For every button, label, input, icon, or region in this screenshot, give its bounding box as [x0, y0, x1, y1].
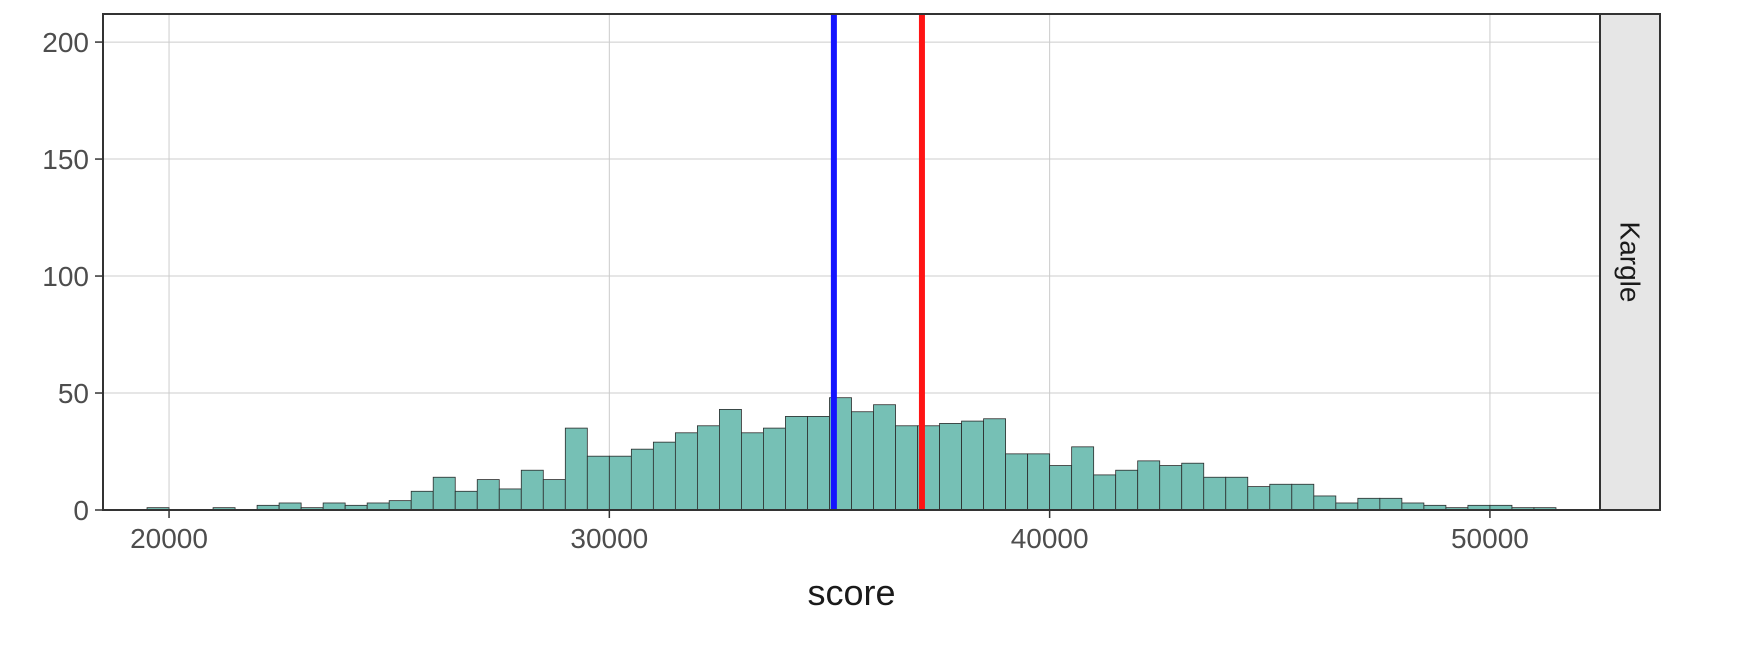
histogram-bar — [1160, 466, 1182, 510]
histogram-bar — [1402, 503, 1424, 510]
histogram-bar — [477, 480, 499, 510]
facet-label: Kargle — [1615, 222, 1646, 303]
histogram-bar — [984, 419, 1006, 510]
histogram-bar — [1248, 487, 1270, 510]
histogram-bar — [1292, 484, 1314, 510]
histogram-bar — [874, 405, 896, 510]
histogram-bar — [543, 480, 565, 510]
histogram-bar — [1050, 466, 1072, 510]
histogram-bar — [1270, 484, 1292, 510]
histogram-bar — [1072, 447, 1094, 510]
histogram-bar — [631, 449, 653, 510]
x-axis-label: score — [807, 572, 895, 613]
histogram-bar — [521, 470, 543, 510]
histogram-bar — [433, 477, 455, 510]
histogram-bar — [455, 491, 477, 510]
histogram-bar — [1006, 454, 1028, 510]
histogram-bar — [1336, 503, 1358, 510]
histogram-bar — [741, 433, 763, 510]
histogram-bar — [1380, 498, 1402, 510]
histogram-bar — [697, 426, 719, 510]
histogram-bar — [323, 503, 345, 510]
histogram-bar — [719, 409, 741, 510]
histogram-bar — [279, 503, 301, 510]
histogram-bar — [896, 426, 918, 510]
histogram-bar — [653, 442, 675, 510]
histogram-bar — [763, 428, 785, 510]
histogram-bar — [1138, 461, 1160, 510]
x-tick-label: 40000 — [1011, 523, 1089, 554]
histogram-bar — [1182, 463, 1204, 510]
y-tick-label: 0 — [73, 495, 89, 526]
histogram-bar — [499, 489, 521, 510]
histogram-bar — [1226, 477, 1248, 510]
histogram-bar — [1358, 498, 1380, 510]
histogram-bar — [785, 416, 807, 510]
histogram-bar — [609, 456, 631, 510]
histogram-bar — [1028, 454, 1050, 510]
histogram-bar — [852, 412, 874, 510]
histogram-bar — [389, 501, 411, 510]
x-tick-label: 20000 — [130, 523, 208, 554]
histogram-bar — [1314, 496, 1336, 510]
histogram-bar — [367, 503, 389, 510]
y-tick-label: 150 — [42, 144, 89, 175]
x-tick-label: 30000 — [570, 523, 648, 554]
histogram-bar — [587, 456, 609, 510]
histogram-bar — [962, 421, 984, 510]
histogram-bar — [675, 433, 697, 510]
histogram-chart: Kargle 20000 30000 40000 50000 0 50 100 150 200 sc… — [0, 0, 1738, 653]
y-tick-label: 200 — [42, 27, 89, 58]
histogram-bar — [1204, 477, 1226, 510]
histogram-bar — [565, 428, 587, 510]
histogram-bar — [1094, 475, 1116, 510]
x-tick-label: 50000 — [1451, 523, 1529, 554]
histogram-bar — [411, 491, 433, 510]
y-tick-label: 50 — [58, 378, 89, 409]
y-tick-label: 100 — [42, 261, 89, 292]
histogram-bar — [807, 416, 829, 510]
histogram-bar — [940, 423, 962, 510]
histogram-bar — [1116, 470, 1138, 510]
